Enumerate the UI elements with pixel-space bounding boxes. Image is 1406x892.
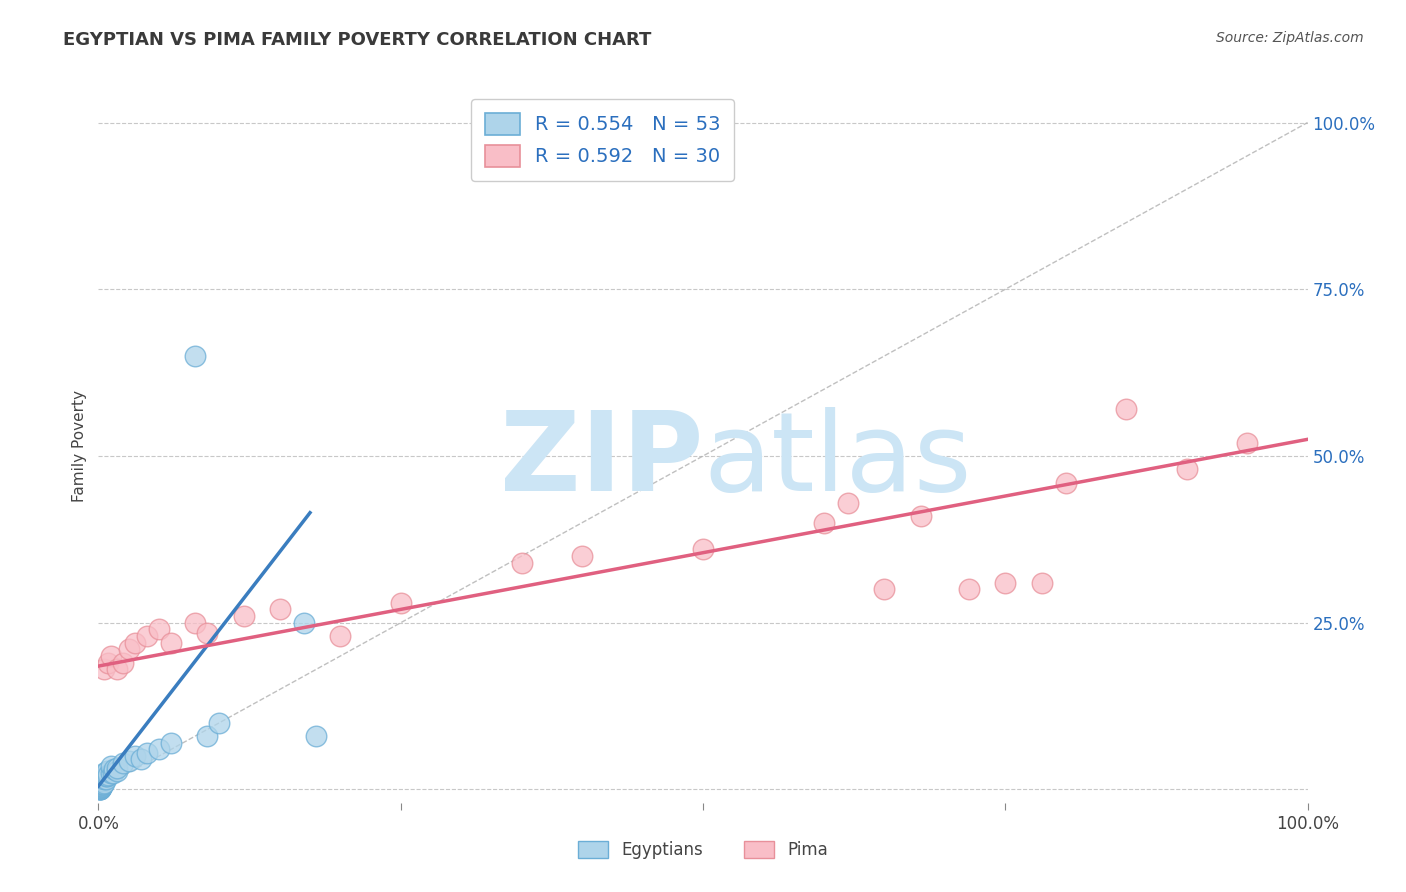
Point — [148, 742, 170, 756]
Point — [103, 763, 125, 777]
Point — [91, 777, 114, 791]
Point — [96, 764, 118, 778]
Point — [148, 623, 170, 637]
Point — [91, 779, 114, 793]
Point — [91, 779, 114, 793]
Point — [89, 781, 111, 796]
Point — [1236, 435, 1258, 450]
Point — [100, 649, 122, 664]
Point — [90, 780, 112, 794]
Point — [105, 662, 128, 676]
Point — [89, 782, 111, 797]
Point — [90, 774, 112, 789]
Text: Source: ZipAtlas.com: Source: ZipAtlas.com — [1216, 31, 1364, 45]
Text: ZIP: ZIP — [499, 407, 703, 514]
Point — [93, 765, 115, 780]
Point — [91, 777, 114, 791]
Point — [1031, 575, 1053, 590]
Point — [994, 575, 1017, 590]
Point — [329, 629, 352, 643]
Point — [873, 582, 896, 597]
Point — [135, 629, 157, 643]
Point — [89, 780, 111, 794]
Point — [105, 764, 128, 778]
Point — [124, 636, 146, 650]
Point — [389, 596, 412, 610]
Y-axis label: Family Poverty: Family Poverty — [72, 390, 87, 502]
Point — [93, 662, 115, 676]
Point — [90, 777, 112, 791]
Point — [1175, 462, 1198, 476]
Point — [89, 782, 111, 797]
Point — [184, 615, 207, 630]
Point — [90, 779, 112, 793]
Point — [93, 776, 115, 790]
Point — [957, 582, 980, 597]
Point — [90, 779, 112, 793]
Point — [97, 768, 120, 782]
Point — [90, 780, 112, 795]
Point — [692, 542, 714, 557]
Point — [184, 349, 207, 363]
Point — [89, 781, 111, 796]
Point — [292, 615, 315, 630]
Point — [89, 782, 111, 797]
Point — [910, 509, 932, 524]
Point — [135, 746, 157, 760]
Point — [89, 779, 111, 793]
Point — [91, 776, 114, 790]
Point — [97, 656, 120, 670]
Point — [195, 625, 218, 640]
Point — [118, 642, 141, 657]
Text: atlas: atlas — [703, 407, 972, 514]
Point — [571, 549, 593, 563]
Point — [124, 749, 146, 764]
Point — [305, 729, 328, 743]
Point — [91, 771, 114, 785]
Point — [91, 772, 114, 787]
Point — [1054, 475, 1077, 490]
Point — [89, 779, 111, 793]
Point — [195, 729, 218, 743]
Point — [160, 736, 183, 750]
Point — [94, 772, 117, 787]
Point — [105, 761, 128, 775]
Point — [90, 778, 112, 792]
Point — [1115, 402, 1137, 417]
Point — [94, 769, 117, 783]
Point — [269, 602, 291, 616]
Point — [100, 759, 122, 773]
Point — [813, 516, 835, 530]
Point — [91, 774, 114, 789]
Point — [90, 781, 112, 796]
Point — [89, 782, 111, 797]
Point — [96, 769, 118, 783]
Point — [89, 780, 111, 795]
Point — [129, 752, 152, 766]
Point — [90, 776, 112, 790]
Point — [100, 765, 122, 780]
Point — [208, 715, 231, 730]
Point — [111, 656, 134, 670]
Point — [101, 765, 124, 780]
Point — [837, 496, 859, 510]
Text: EGYPTIAN VS PIMA FAMILY POVERTY CORRELATION CHART: EGYPTIAN VS PIMA FAMILY POVERTY CORRELAT… — [63, 31, 651, 49]
Point — [118, 755, 141, 769]
Point — [111, 756, 134, 770]
Point — [93, 772, 115, 787]
Legend: Egyptians, Pima: Egyptians, Pima — [571, 834, 835, 866]
Point — [510, 556, 533, 570]
Point — [160, 636, 183, 650]
Point — [232, 609, 254, 624]
